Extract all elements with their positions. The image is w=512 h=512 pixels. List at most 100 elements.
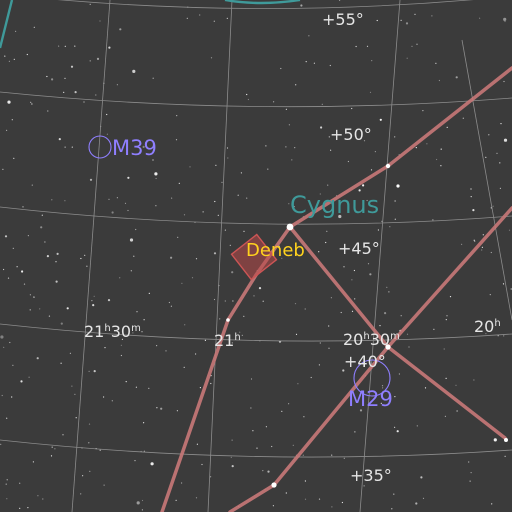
dec-line-50 [0,91,512,108]
background-star [160,407,163,410]
background-star [456,410,458,412]
background-star [503,138,508,142]
background-star [381,385,384,387]
deneb-fov-frame[interactable] [230,233,278,281]
background-star [485,156,487,158]
background-star [292,444,294,446]
background-star [143,422,145,424]
background-star [7,100,11,104]
background-star [343,457,345,459]
background-star [491,503,493,505]
m29-marker[interactable] [353,359,391,397]
background-star [469,480,471,482]
background-star [294,147,296,149]
background-star [26,53,28,56]
background-star [195,497,198,499]
background-star [503,335,505,337]
background-star [30,101,32,103]
star-upper-wing[interactable] [385,163,391,169]
background-star [89,470,91,472]
background-star [141,509,143,511]
background-star [199,14,201,16]
background-star [474,240,476,242]
background-star [33,296,35,298]
fov-rectangle[interactable] [230,233,278,281]
dec-label-55: +55° [322,10,364,29]
background-star [64,146,66,148]
background-star [472,209,475,212]
background-star [331,506,333,508]
ra-label-2030: 20h30m [343,330,400,349]
background-star [473,379,475,381]
background-star [74,45,76,47]
background-star [382,387,384,389]
background-star [37,495,39,497]
background-star [391,508,393,510]
background-star [461,243,463,245]
background-star [481,249,483,251]
background-star [455,384,457,386]
background-star [446,126,448,128]
background-star [4,235,8,238]
background-star [400,19,402,21]
background-star [186,17,188,19]
background-star [247,98,249,101]
background-star [215,164,217,166]
background-star [99,449,101,451]
background-star [71,146,73,148]
background-star [371,60,373,62]
background-star [50,455,53,457]
background-star [183,214,186,216]
background-star [132,332,134,334]
background-star [116,197,118,199]
cygnus-line-sadr-gienah [386,206,512,349]
star-body[interactable] [226,318,230,322]
m29-label: M29 [348,387,393,411]
background-star [108,198,110,200]
ra-line-2030 [359,0,401,512]
background-star [58,45,60,47]
background-star [201,463,203,466]
background-star [170,256,173,259]
background-star [288,124,290,126]
m39-marker[interactable] [88,135,112,159]
background-star [302,454,304,456]
background-star [152,159,154,161]
background-star [313,62,315,64]
background-star [93,295,95,297]
background-star [341,501,343,504]
background-star [318,498,321,500]
background-star [127,209,129,212]
background-star [13,58,15,61]
background-star [107,299,111,302]
background-star [354,431,356,433]
star-lower-right[interactable] [504,438,508,442]
background-star [86,265,88,267]
background-star [379,325,381,327]
background-star [48,315,51,317]
deneb-star[interactable] [286,223,294,231]
star-upper-right[interactable] [396,184,400,188]
background-star [64,77,66,79]
background-star [503,17,507,21]
background-star [386,286,388,288]
background-star [285,108,287,110]
background-star [415,147,417,149]
sadr-star[interactable] [385,344,391,350]
background-star [481,246,483,248]
background-star [36,357,39,360]
background-star [405,22,409,25]
background-star [21,270,24,273]
background-star [152,77,154,79]
star-neck[interactable] [271,482,277,488]
background-star [176,115,178,117]
background-star [330,149,332,151]
background-star [210,57,213,59]
background-star [27,507,29,509]
background-star [8,60,10,62]
background-star [96,57,100,61]
background-star [227,157,229,159]
background-star [135,228,137,231]
